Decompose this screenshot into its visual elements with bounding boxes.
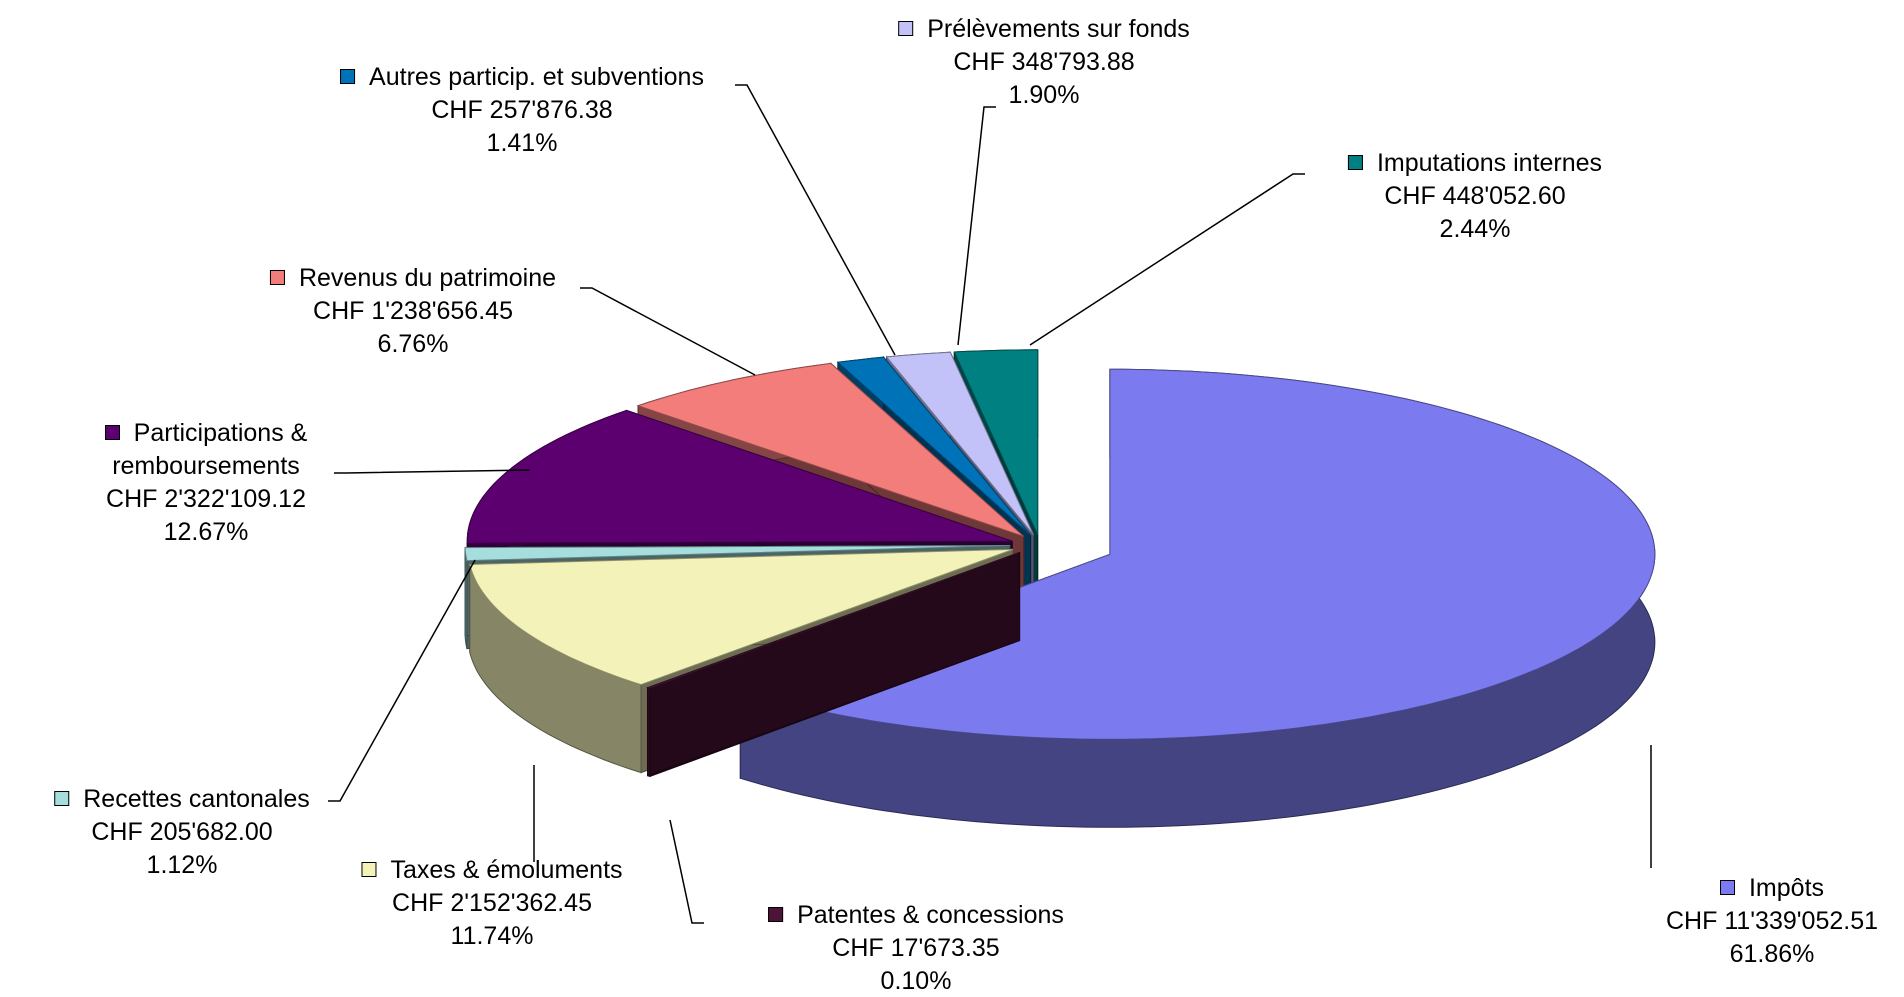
slice-value: CHF 448'052.60 bbox=[1384, 182, 1566, 210]
slice-label: Revenus du patrimoine CHF 1'238'656.45 6.7… bbox=[269, 262, 557, 361]
slice-percent: 2.44% bbox=[1439, 215, 1511, 243]
legend-swatch bbox=[340, 69, 356, 84]
legend-swatch bbox=[104, 425, 120, 440]
slice bbox=[885, 351, 1035, 536]
slice-name: Recettes cantonales bbox=[83, 785, 310, 813]
slice-label: Prélèvements sur fonds CHF 348'793.88 1.90… bbox=[898, 13, 1190, 112]
legend-swatch bbox=[269, 270, 285, 285]
legend-swatch bbox=[1719, 880, 1735, 895]
slice bbox=[464, 545, 1011, 562]
legend-swatch bbox=[1347, 155, 1363, 170]
slice-value: CHF 11'339'052.51 bbox=[1666, 907, 1878, 935]
slice-name: Revenus du patrimoine bbox=[298, 264, 557, 292]
slice-name: Taxes & émoluments bbox=[390, 856, 623, 884]
slice-label: Patentes & concessions CHF 17'673.35 0.10% bbox=[768, 899, 1064, 997]
slice-name: Patentes & concessions bbox=[797, 901, 1064, 929]
leader-line bbox=[580, 287, 756, 376]
slice-name: Participations & remboursements bbox=[112, 419, 308, 480]
slice-label: Imputations internes CHF 448'052.60 2.44% bbox=[1347, 147, 1603, 246]
slice-percent: 1.12% bbox=[146, 851, 218, 879]
slice-side bbox=[464, 547, 468, 649]
slice-label: Participations & remboursements CHF 2'322… bbox=[81, 417, 331, 549]
slice-name: Autres particip. et subventions bbox=[369, 63, 704, 91]
slice-value: CHF 17'673.35 bbox=[832, 934, 1000, 962]
slice-label: Taxes & émoluments CHF 2'152'362.45 11.74% bbox=[361, 854, 623, 953]
slice bbox=[636, 362, 1025, 537]
slice-percent: 1.41% bbox=[486, 129, 558, 157]
slice-side bbox=[647, 687, 651, 778]
leader-line bbox=[735, 84, 896, 356]
legend-swatch bbox=[898, 21, 914, 36]
leader-line bbox=[334, 469, 531, 474]
slice-label: Autres particip. et subventions CHF 257'8… bbox=[340, 61, 704, 160]
slice-name: Impôts bbox=[1748, 874, 1825, 902]
legend-swatch bbox=[768, 907, 784, 922]
slice bbox=[469, 548, 1014, 686]
slice-percent: 11.74% bbox=[450, 922, 534, 950]
slice-percent: 0.10% bbox=[880, 967, 952, 995]
slice-value: CHF 1'238'656.45 bbox=[313, 297, 513, 325]
slice-label: Recettes cantonales CHF 205'682.00 1.12% bbox=[54, 783, 310, 882]
slice-percent: 6.76% bbox=[377, 330, 449, 358]
slice bbox=[646, 552, 1020, 689]
slice-percent: 1.90% bbox=[1008, 81, 1080, 109]
slice-name: Prélèvements sur fonds bbox=[927, 15, 1190, 43]
slice bbox=[466, 409, 1013, 544]
slice-name: Imputations internes bbox=[1376, 149, 1603, 177]
slice-label: Impôts CHF 11'339'052.51 61.86% bbox=[1666, 872, 1878, 971]
legend-swatch bbox=[54, 791, 70, 806]
slice-value: CHF 2'152'362.45 bbox=[392, 889, 592, 917]
slice-percent: 61.86% bbox=[1729, 940, 1815, 968]
leader-line bbox=[957, 106, 996, 346]
slice-value: CHF 205'682.00 bbox=[91, 818, 273, 846]
leader-line bbox=[669, 819, 704, 924]
slice-value: CHF 2'322'109.12 bbox=[106, 485, 306, 513]
slice-value: CHF 348'793.88 bbox=[953, 48, 1135, 76]
slice bbox=[836, 356, 1031, 536]
leader-line bbox=[1029, 173, 1305, 346]
slice-percent: 12.67% bbox=[163, 518, 249, 546]
leader-line bbox=[328, 559, 476, 802]
slice-value: CHF 257'876.38 bbox=[431, 96, 613, 124]
slice bbox=[953, 349, 1039, 536]
legend-swatch bbox=[361, 862, 377, 877]
